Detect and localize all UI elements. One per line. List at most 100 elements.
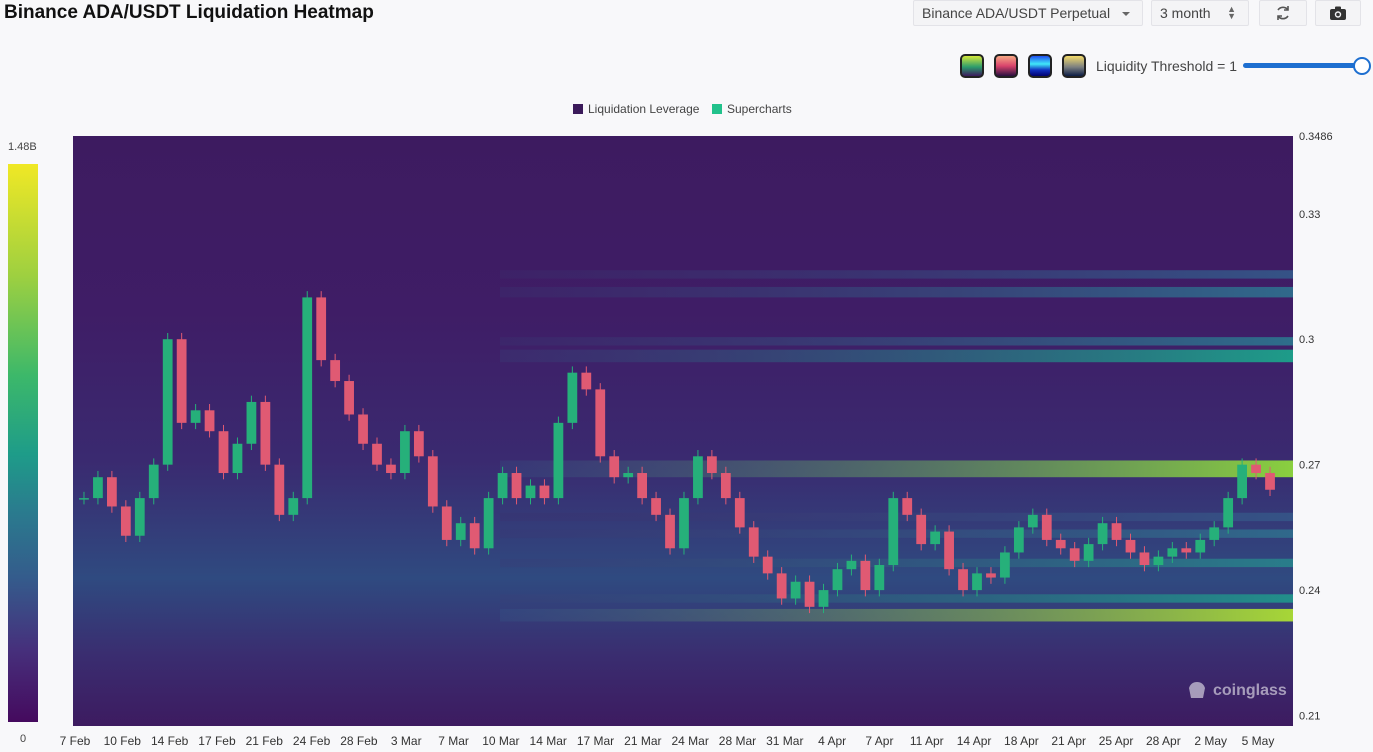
candle (986, 573, 996, 578)
y-tick-label: 0.3486 (1299, 131, 1333, 143)
candle (553, 422, 564, 499)
candle (1013, 527, 1024, 553)
candle (483, 498, 494, 549)
legend-label-supercharts: Supercharts (727, 102, 792, 116)
liquidity-threshold-slider-thumb[interactable] (1353, 57, 1371, 75)
candle (665, 514, 675, 549)
heatmap-background (73, 136, 1293, 726)
exchange-pair-select[interactable]: Binance ADA/USDT Perpetual (913, 0, 1143, 26)
candle (1209, 527, 1220, 540)
candle (1083, 544, 1094, 561)
candle (246, 401, 257, 444)
page-title: Binance ADA/USDT Liquidation Heatmap (4, 2, 374, 23)
refresh-icon (1277, 6, 1289, 20)
candle (511, 473, 522, 499)
candle (776, 573, 787, 599)
x-tick-label: 17 Mar (577, 734, 614, 748)
candle (1195, 539, 1206, 553)
coinglass-logo-icon (1189, 682, 1205, 698)
screenshot-button[interactable] (1315, 0, 1361, 26)
candle (79, 498, 89, 500)
legend-liquidation-leverage[interactable]: Liquidation Leverage (573, 102, 699, 116)
palette-blue-button[interactable] (1028, 54, 1052, 78)
candle (902, 498, 913, 515)
liquidity-threshold-slider-track[interactable] (1243, 63, 1361, 68)
candle (344, 381, 354, 415)
x-tick-label: 21 Apr (1051, 734, 1086, 748)
chevron-down-icon (1122, 12, 1130, 16)
candle (734, 498, 745, 528)
candle (707, 456, 717, 474)
x-tick-label: 14 Feb (151, 734, 189, 748)
candle (386, 464, 396, 474)
candle (218, 431, 229, 474)
x-tick-label: 28 Apr (1146, 734, 1181, 748)
colorbar-min-label: 0 (20, 733, 27, 745)
candle (204, 410, 215, 432)
colorbar-max-label: 1.48B (8, 141, 37, 153)
candle (162, 339, 173, 465)
candle (1097, 523, 1108, 545)
exchange-pair-value: Binance ADA/USDT Perpetual (922, 5, 1111, 21)
candle (413, 431, 424, 457)
heat-band (500, 349, 1293, 363)
palette-magma-button[interactable] (994, 54, 1018, 78)
colorbar (8, 164, 38, 722)
candle (1265, 473, 1275, 490)
x-tick-label: 14 Mar (530, 734, 567, 748)
candle (1223, 498, 1234, 528)
candle (1139, 552, 1150, 566)
x-tick-label: 5 May (1242, 734, 1275, 748)
up-down-arrows-icon: ▲ ▼ (1227, 4, 1236, 21)
candle (497, 473, 508, 499)
candle (107, 477, 117, 507)
heat-band (500, 286, 1293, 298)
watermark-text: coinglass (1213, 682, 1287, 699)
candle (874, 565, 885, 591)
x-tick-label: 3 Mar (391, 734, 422, 748)
legend-swatch-supercharts (712, 104, 722, 114)
candle (818, 590, 829, 607)
candle (539, 485, 550, 499)
y-tick-label: 0.33 (1299, 209, 1320, 221)
x-tick-label: 17 Feb (198, 734, 236, 748)
candle (651, 498, 661, 515)
candle (148, 464, 159, 499)
candle (427, 456, 438, 507)
candle (400, 431, 410, 474)
candle (930, 531, 941, 545)
x-tick-label: 18 Apr (1004, 734, 1039, 748)
heat-band (500, 270, 1293, 279)
candle (972, 573, 982, 591)
candle (274, 464, 285, 515)
time-range-select[interactable]: 3 month ▲ ▼ (1151, 0, 1249, 26)
refresh-button[interactable] (1259, 0, 1307, 26)
candle (372, 443, 382, 465)
candle (93, 477, 103, 499)
x-tick-label: 24 Mar (671, 734, 708, 748)
candle (358, 414, 368, 444)
candle (623, 473, 634, 478)
candle (232, 443, 243, 474)
heat-band (500, 608, 1293, 622)
palette-viridis-button[interactable] (960, 54, 984, 78)
candle (316, 297, 327, 361)
candle (609, 456, 620, 478)
liquidity-threshold-label: Liquidity Threshold = 1 (1096, 58, 1237, 74)
candle (302, 297, 313, 499)
candle (1041, 514, 1052, 540)
candle (525, 485, 536, 499)
candle (190, 410, 201, 423)
candle (804, 581, 815, 607)
x-tick-label: 14 Apr (957, 734, 992, 748)
candle (1111, 523, 1122, 540)
candle (1125, 539, 1136, 553)
x-tick-label: 21 Feb (246, 734, 284, 748)
candle (1181, 548, 1192, 553)
palette-cividis-button[interactable] (1062, 54, 1086, 78)
candle (1055, 539, 1066, 549)
legend-supercharts[interactable]: Supercharts (712, 102, 792, 116)
candle (790, 581, 801, 599)
candle (581, 372, 592, 390)
